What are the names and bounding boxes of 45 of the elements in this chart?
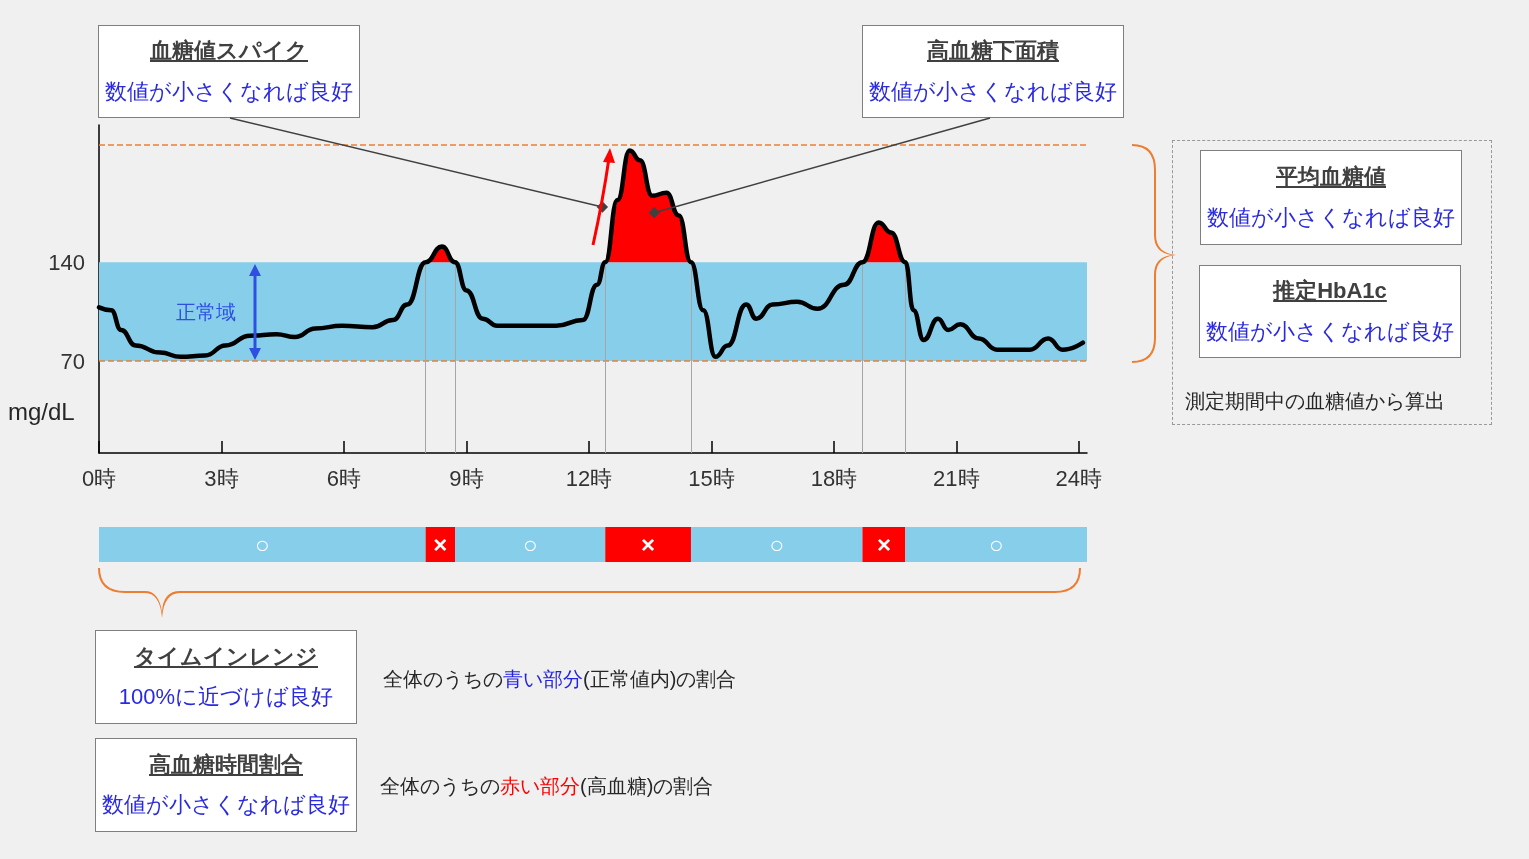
- annotation: 数値が小さくなれば良好: [105, 77, 353, 106]
- data-label: ○: [522, 531, 538, 558]
- band-label: 正常域: [176, 300, 236, 323]
- y-axis-title: mg/dL: [8, 398, 75, 426]
- text: 測定期間中の血糖値から算出: [1185, 390, 1445, 412]
- x-tick-label: 12時: [565, 465, 613, 491]
- annotation: 数値が小さくなれば良好: [869, 77, 1117, 106]
- text: 数値が小さくなれば良好: [102, 791, 350, 820]
- data-label: ×: [433, 531, 448, 558]
- x-tick-label: 18時: [810, 465, 858, 491]
- data-label: ○: [769, 531, 784, 558]
- text: 推定HbA1c: [1273, 277, 1387, 306]
- data-label: ×: [876, 531, 891, 558]
- text: 数値が小さくなれば良好: [1206, 317, 1454, 346]
- text: 全体のうちの: [380, 775, 500, 797]
- data-label: ○: [255, 531, 270, 558]
- x-tick-label: 6時: [326, 465, 362, 491]
- bar: [99, 527, 426, 562]
- bar: [605, 527, 691, 562]
- data-label: ×: [641, 531, 656, 558]
- y-tick-label: 70: [60, 348, 85, 374]
- data-label: ○: [988, 531, 1004, 558]
- x-tick-label: 0時: [81, 465, 117, 491]
- x-tick-label: 3時: [204, 465, 239, 491]
- text: (正常値内)の割合: [583, 668, 737, 690]
- text: 平均血糖値: [1276, 163, 1386, 191]
- bar: [690, 527, 863, 562]
- y-tick-label: 140: [48, 249, 85, 275]
- text: タイムインレンジ: [134, 642, 318, 671]
- text: (高血糖)の割合: [580, 775, 714, 797]
- x-tick-label: 15時: [688, 465, 735, 491]
- text: 高血糖時間割合: [149, 750, 303, 779]
- text: 数値が小さくなれば良好: [1207, 204, 1455, 232]
- bar: [862, 527, 906, 562]
- x-tick-label: 21時: [933, 465, 980, 491]
- text: 赤い部分: [500, 775, 580, 797]
- bar: [455, 527, 606, 562]
- text: 全体のうちの: [383, 668, 503, 690]
- text: 血糖値スパイク: [150, 37, 308, 66]
- x-tick-label: 9時: [449, 465, 484, 491]
- text: 100%に近づけば良好: [118, 683, 334, 712]
- text: 青い部分: [503, 668, 583, 690]
- bar: [905, 527, 1087, 562]
- text: 高血糖下面積: [927, 37, 1059, 66]
- x-tick-label: 24時: [1055, 465, 1103, 491]
